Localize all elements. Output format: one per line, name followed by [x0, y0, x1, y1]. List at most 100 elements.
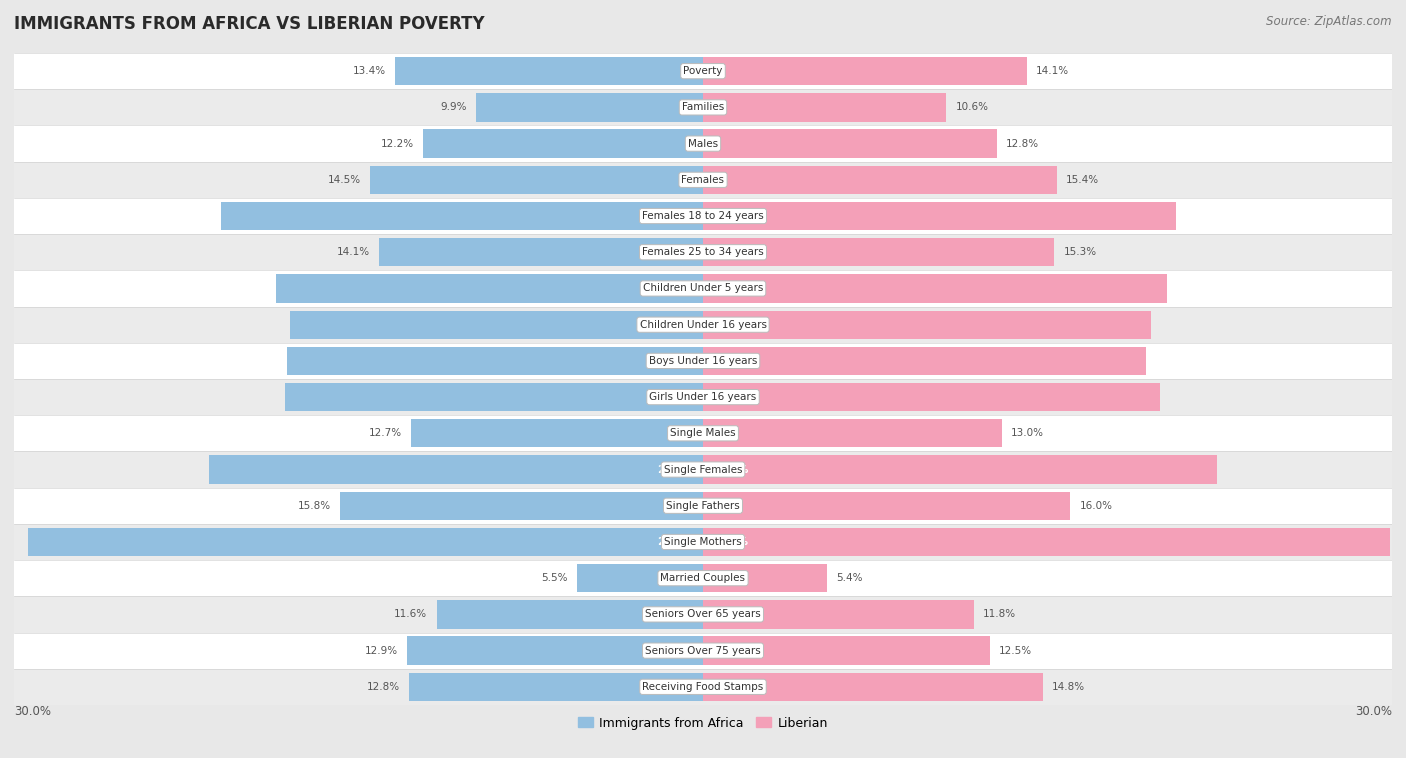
Bar	[370, 166, 703, 194]
Text: 12.8%: 12.8%	[1007, 139, 1039, 149]
Text: 12.8%: 12.8%	[367, 682, 399, 692]
FancyBboxPatch shape	[14, 452, 1392, 487]
Bar	[340, 492, 703, 520]
FancyBboxPatch shape	[14, 306, 1392, 343]
Bar	[290, 311, 703, 339]
Text: Boys Under 16 years: Boys Under 16 years	[648, 356, 758, 366]
Text: Males: Males	[688, 139, 718, 149]
Text: Single Males: Single Males	[671, 428, 735, 438]
Text: 14.1%: 14.1%	[337, 247, 370, 257]
Text: Married Couples: Married Couples	[661, 573, 745, 583]
Bar	[409, 672, 703, 701]
Bar	[703, 238, 1054, 266]
Bar	[703, 274, 1167, 302]
FancyBboxPatch shape	[14, 126, 1392, 161]
Bar	[437, 600, 703, 628]
Bar	[406, 637, 703, 665]
Legend: Immigrants from Africa, Liberian: Immigrants from Africa, Liberian	[574, 712, 832, 735]
Bar	[703, 166, 1057, 194]
FancyBboxPatch shape	[14, 487, 1392, 524]
Text: 20.2%: 20.2%	[713, 283, 748, 293]
Text: Single Females: Single Females	[664, 465, 742, 475]
Text: 13.4%: 13.4%	[353, 66, 387, 76]
Bar	[703, 528, 1389, 556]
Text: 15.4%: 15.4%	[1066, 175, 1099, 185]
FancyBboxPatch shape	[14, 524, 1392, 560]
Text: 18.2%: 18.2%	[658, 392, 693, 402]
Text: 19.5%: 19.5%	[713, 320, 748, 330]
Text: Families: Families	[682, 102, 724, 112]
Text: Seniors Over 75 years: Seniors Over 75 years	[645, 646, 761, 656]
Text: Females 25 to 34 years: Females 25 to 34 years	[643, 247, 763, 257]
FancyBboxPatch shape	[14, 271, 1392, 306]
Text: Females: Females	[682, 175, 724, 185]
Text: 19.3%: 19.3%	[713, 356, 748, 366]
Bar	[703, 672, 1043, 701]
Text: 15.3%: 15.3%	[1063, 247, 1097, 257]
Bar	[703, 564, 827, 592]
Bar	[395, 57, 703, 86]
Bar	[703, 130, 997, 158]
Text: 29.9%: 29.9%	[713, 537, 748, 547]
Text: Children Under 5 years: Children Under 5 years	[643, 283, 763, 293]
Bar	[380, 238, 703, 266]
Text: 10.6%: 10.6%	[956, 102, 988, 112]
FancyBboxPatch shape	[14, 343, 1392, 379]
FancyBboxPatch shape	[14, 632, 1392, 669]
Bar	[703, 492, 1070, 520]
Text: 14.1%: 14.1%	[1036, 66, 1069, 76]
Bar	[221, 202, 703, 230]
Bar	[412, 419, 703, 447]
FancyBboxPatch shape	[14, 597, 1392, 632]
FancyBboxPatch shape	[14, 89, 1392, 126]
Bar	[576, 564, 703, 592]
Bar	[703, 637, 990, 665]
Bar	[703, 456, 1218, 484]
FancyBboxPatch shape	[14, 669, 1392, 705]
Text: Children Under 16 years: Children Under 16 years	[640, 320, 766, 330]
Text: 16.0%: 16.0%	[1080, 501, 1112, 511]
Bar	[475, 93, 703, 121]
Text: 5.5%: 5.5%	[541, 573, 568, 583]
Text: 5.4%: 5.4%	[837, 573, 863, 583]
Bar	[209, 456, 703, 484]
Bar	[703, 383, 1160, 412]
Bar	[285, 383, 703, 412]
Text: Girls Under 16 years: Girls Under 16 years	[650, 392, 756, 402]
Text: Single Fathers: Single Fathers	[666, 501, 740, 511]
Text: 30.0%: 30.0%	[14, 705, 51, 718]
Text: 14.8%: 14.8%	[1052, 682, 1085, 692]
FancyBboxPatch shape	[14, 379, 1392, 415]
Text: 14.5%: 14.5%	[328, 175, 361, 185]
Bar	[703, 311, 1152, 339]
Text: Poverty: Poverty	[683, 66, 723, 76]
Text: 21.5%: 21.5%	[658, 465, 693, 475]
Text: 9.9%: 9.9%	[440, 102, 467, 112]
FancyBboxPatch shape	[14, 53, 1392, 89]
FancyBboxPatch shape	[14, 415, 1392, 452]
Text: 19.9%: 19.9%	[713, 392, 748, 402]
Text: 15.8%: 15.8%	[298, 501, 330, 511]
Text: Single Mothers: Single Mothers	[664, 537, 742, 547]
Text: 21.0%: 21.0%	[658, 211, 693, 221]
Bar	[703, 202, 1175, 230]
Text: 18.6%: 18.6%	[658, 283, 693, 293]
FancyBboxPatch shape	[14, 198, 1392, 234]
Text: Females 18 to 24 years: Females 18 to 24 years	[643, 211, 763, 221]
Text: Source: ZipAtlas.com: Source: ZipAtlas.com	[1267, 15, 1392, 28]
Text: IMMIGRANTS FROM AFRICA VS LIBERIAN POVERTY: IMMIGRANTS FROM AFRICA VS LIBERIAN POVER…	[14, 15, 485, 33]
Bar	[28, 528, 703, 556]
Bar	[703, 346, 1146, 375]
FancyBboxPatch shape	[14, 161, 1392, 198]
Text: 11.8%: 11.8%	[983, 609, 1017, 619]
Text: Receiving Food Stamps: Receiving Food Stamps	[643, 682, 763, 692]
FancyBboxPatch shape	[14, 560, 1392, 597]
Bar	[703, 600, 974, 628]
Bar	[276, 274, 703, 302]
FancyBboxPatch shape	[14, 234, 1392, 271]
Text: 12.7%: 12.7%	[368, 428, 402, 438]
Bar	[703, 93, 946, 121]
Text: 18.1%: 18.1%	[658, 356, 693, 366]
Bar	[703, 419, 1001, 447]
Text: 20.6%: 20.6%	[713, 211, 748, 221]
